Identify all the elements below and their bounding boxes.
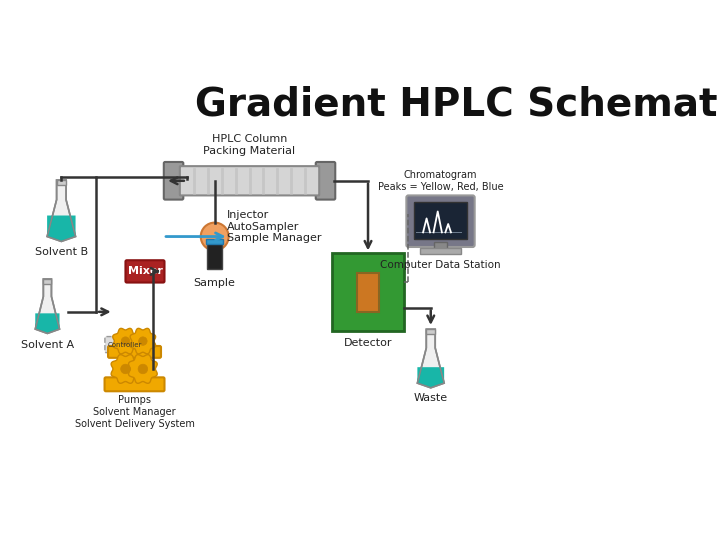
Text: Solvent B: Solvent B xyxy=(35,247,88,257)
Text: Computer Data Station: Computer Data Station xyxy=(380,260,501,270)
Text: Pumps
Solvent Manager
Solvent Delivery System: Pumps Solvent Manager Solvent Delivery S… xyxy=(75,395,194,429)
FancyBboxPatch shape xyxy=(105,336,145,353)
Text: Gradient HPLC Schematic: Gradient HPLC Schematic xyxy=(195,85,720,123)
Bar xyxy=(43,279,51,284)
Text: Sample: Sample xyxy=(194,278,235,288)
Bar xyxy=(434,242,447,249)
Polygon shape xyxy=(418,329,444,388)
Polygon shape xyxy=(35,313,60,333)
Bar xyxy=(420,248,462,254)
FancyBboxPatch shape xyxy=(125,260,164,282)
Circle shape xyxy=(139,337,147,346)
Text: HPLC Column
Packing Material: HPLC Column Packing Material xyxy=(204,134,296,156)
Bar xyxy=(357,273,379,312)
Text: Injector
AutoSampler
Sample Manager: Injector AutoSampler Sample Manager xyxy=(228,210,322,244)
Bar xyxy=(207,239,223,244)
Bar xyxy=(426,329,435,334)
Polygon shape xyxy=(130,328,156,354)
Polygon shape xyxy=(129,355,157,383)
Polygon shape xyxy=(113,328,138,354)
Bar xyxy=(207,242,222,268)
Circle shape xyxy=(201,222,229,251)
Polygon shape xyxy=(47,180,76,241)
Polygon shape xyxy=(35,279,60,333)
Circle shape xyxy=(121,337,130,346)
FancyBboxPatch shape xyxy=(163,162,184,200)
Polygon shape xyxy=(418,367,444,388)
Text: Detector: Detector xyxy=(343,338,392,348)
Text: Solvent A: Solvent A xyxy=(21,340,74,350)
Polygon shape xyxy=(47,215,76,241)
Circle shape xyxy=(121,364,130,374)
FancyBboxPatch shape xyxy=(104,377,164,392)
Bar xyxy=(333,253,404,332)
FancyBboxPatch shape xyxy=(406,195,474,247)
Polygon shape xyxy=(111,355,140,383)
Text: Mixer: Mixer xyxy=(127,266,163,276)
Text: Waste: Waste xyxy=(414,393,448,403)
FancyBboxPatch shape xyxy=(108,346,161,358)
FancyBboxPatch shape xyxy=(180,166,319,195)
Text: Chromatogram
Peaks = Yellow, Red, Blue: Chromatogram Peaks = Yellow, Red, Blue xyxy=(378,170,503,192)
FancyBboxPatch shape xyxy=(316,162,336,200)
Circle shape xyxy=(138,364,148,374)
Text: Controller: Controller xyxy=(107,342,142,348)
Bar xyxy=(414,202,467,239)
Bar xyxy=(57,180,66,185)
